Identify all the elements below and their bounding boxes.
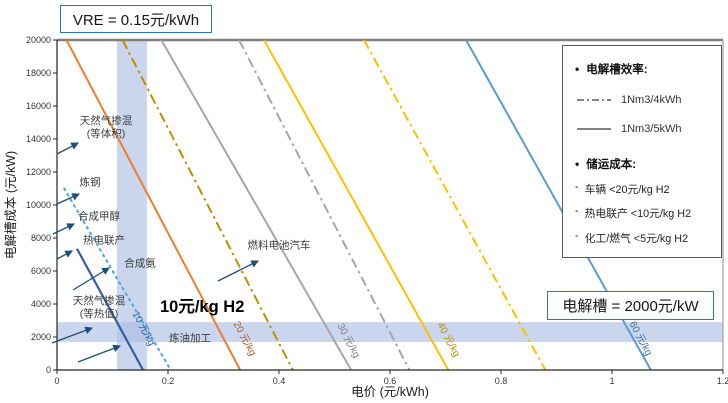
y-tick-label: 6000 (31, 266, 51, 276)
legend-storage-items: - 车辆 <20元/kg H2- 热电联产 <10元/kg H2- 化工/燃气 <5元… (575, 181, 711, 246)
vre-price-text: VRE = 0.15元/kWh (72, 11, 200, 29)
y-tick-label: 16000 (26, 101, 51, 111)
highlight-cost-label: 10元/kg H2 (160, 298, 244, 316)
series-line-h40-4kwh (363, 39, 547, 371)
series-line-h30-4kwh (238, 39, 411, 371)
legend-box: • 电解槽效率: 1Nm3/4kWh 1Nm3/5kWh • 储运成本: - 车辆 … (562, 45, 722, 258)
annotation-line: 燃料电池汽车 (248, 239, 311, 252)
legend-efficiency-item: 1Nm3/5kWh (575, 123, 711, 135)
legend-efficiency-item: 1Nm3/4kWh (575, 94, 711, 106)
annotation-ng-blend-volume: 天然气掺混(等体积) (80, 114, 133, 140)
annotation-line: 天然气掺混 (80, 114, 133, 127)
bullet-icon: • (575, 157, 580, 171)
annotation-chp: 热电联产 (83, 234, 125, 247)
annotation-line: 炼钢 (80, 176, 101, 189)
dashdot-line-sample-icon (577, 99, 611, 101)
annotation-fuel-cell-vehicle: 燃料电池汽车 (248, 239, 311, 252)
y-tick-label: 12000 (26, 167, 51, 177)
y-tick-label: 14000 (26, 134, 51, 144)
annotation-line: 炼油加工 (169, 332, 211, 345)
y-tick-label: 4000 (31, 299, 51, 309)
x-tick-label: 1 (609, 376, 614, 386)
x-tick-label: 1.2 (717, 376, 728, 386)
series-line-h40-5kwh (263, 39, 450, 371)
annotation-arrow-methanol-synthesis (52, 223, 75, 235)
legend-efficiency-label: 1Nm3/4kWh (621, 94, 682, 106)
dash-icon: - (575, 229, 579, 242)
legend-efficiency-label: 1Nm3/5kWh (621, 123, 682, 135)
dash-icon: - (575, 180, 579, 193)
vre-price-band (116, 40, 147, 370)
annotation-oil-refining: 炼油加工 (169, 332, 211, 345)
annotation-line: 热电联产 (83, 234, 125, 247)
electrolyzer-capex-text: 电解槽 = 2000元/kW (562, 298, 699, 315)
series-line-h20-5kwh (65, 39, 242, 371)
annotation-line: 合成氨 (124, 257, 156, 270)
annotation-line: 天然气掺混 (73, 294, 126, 307)
dash-icon: - (575, 205, 579, 217)
annotation-line: 合成甲醇 (78, 210, 120, 223)
legend-storage-title: 储运成本: (586, 159, 637, 171)
legend-storage-item: - 车辆 <20元/kg H2 (575, 181, 711, 197)
x-tick-label: 0 (54, 376, 59, 386)
y-axis-title: 电解槽成本 (元/kW) (4, 151, 18, 259)
y-tick-label: 10000 (26, 200, 51, 210)
y-tick-label: 2000 (31, 332, 51, 342)
annotation-arrow-fuel-cell-vehicle (217, 260, 259, 282)
annotation-line: (等热值) (80, 307, 119, 320)
annotation-arrow-ng-blend-heat (51, 326, 93, 344)
x-axis-title: 电价 (元/kWh) (351, 385, 429, 399)
series-line-h10-4kwh (63, 187, 172, 372)
annotation-arrow-ng-blend-volume (56, 142, 79, 155)
series-line-h30-5kwh (160, 39, 353, 371)
legend-storage-item: - 化工/燃气 <5元/kg H2 (575, 230, 711, 246)
x-tick-label: 0.4 (273, 376, 286, 386)
x-tick-label: 0.6 (384, 376, 397, 386)
annotation-ammonia-synthesis: 合成氨 (124, 257, 156, 270)
annotation-arrow-steelmaking (56, 193, 80, 205)
x-tick-label: 0.8 (495, 376, 508, 386)
series-line-h20-4kwh (121, 39, 294, 371)
solid-line-sample-icon (577, 128, 611, 130)
y-tick-label: 8000 (31, 233, 51, 243)
annotation-arrow-oil-refining (77, 344, 121, 363)
electrolyzer-capex-box: 电解槽 = 2000元/kW (547, 291, 714, 320)
legend-efficiency-items: 1Nm3/4kWh 1Nm3/5kWh (575, 94, 711, 135)
annotation-line: (等体积) (87, 127, 126, 140)
vre-price-box: VRE = 0.15元/kWh (60, 5, 212, 33)
annotation-arrow-chp (56, 250, 73, 260)
annotation-arrow-ammonia-synthesis (72, 267, 110, 291)
series-line-h10-5kwh (76, 248, 144, 371)
legend-storage-header: • 储运成本: (575, 156, 711, 172)
annotation-ng-blend-heat: 天然气掺混(等热值) (73, 294, 126, 320)
legend-efficiency-header: • 电解槽效率: (575, 61, 711, 77)
legend-efficiency-title: 电解槽效率: (586, 64, 648, 76)
y-tick-label: 20000 (26, 35, 51, 45)
legend-storage-label: 热电联产 <10元/kg H2 (584, 208, 692, 220)
bullet-icon: • (575, 62, 580, 76)
x-tick-label: 0.2 (162, 376, 175, 386)
annotation-steelmaking: 炼钢 (80, 176, 101, 189)
legend-storage-item: - 热电联产 <10元/kg H2 (575, 205, 711, 221)
y-tick-label: 18000 (26, 68, 51, 78)
legend-storage-label: 车辆 <20元/kg H2 (584, 183, 670, 196)
legend-storage-label: 化工/燃气 <5元/kg H2 (584, 232, 689, 245)
annotation-methanol-synthesis: 合成甲醇 (78, 210, 120, 223)
y-tick-label: 0 (46, 365, 51, 375)
